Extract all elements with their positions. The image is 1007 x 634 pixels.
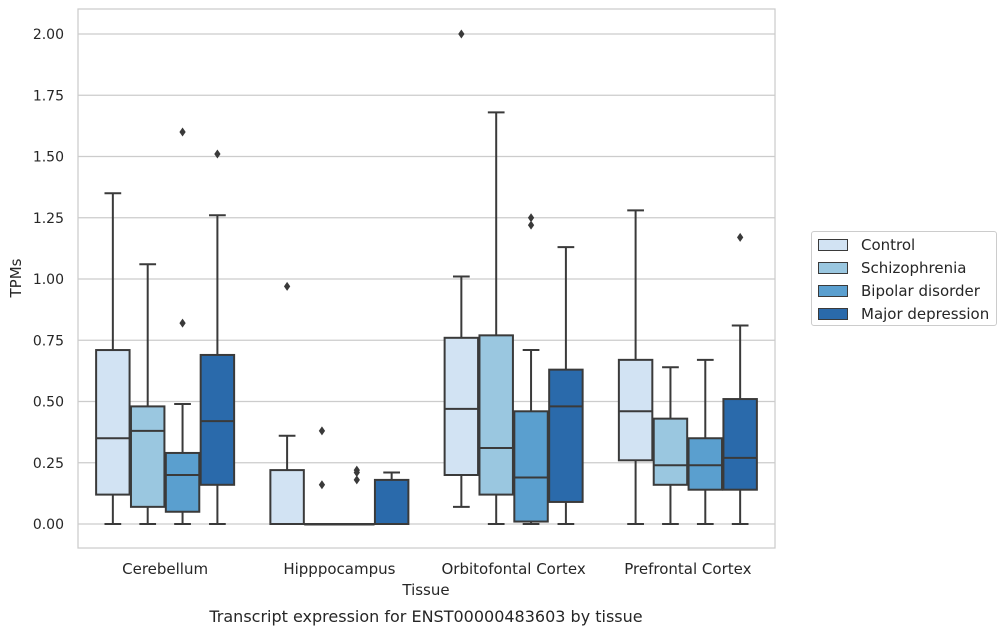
box-0-1 — [129, 263, 166, 525]
y-tick-label: 0.25 — [33, 456, 64, 472]
box-0-0 — [95, 192, 131, 525]
outlier-point — [214, 149, 221, 159]
y-tick-label: 0.50 — [33, 395, 64, 411]
legend-item-bipolar-disorder: Bipolar disorder — [818, 280, 980, 302]
legend: Control Schizophrenia Bipolar disorder M… — [811, 231, 997, 326]
outlier-point — [527, 213, 535, 223]
box-1-2 — [339, 465, 375, 526]
box-rect — [373, 478, 410, 525]
outlier-point — [318, 480, 326, 490]
box-3-3 — [722, 232, 758, 525]
x-tick-label: Orbitofontal Cortex — [442, 560, 586, 578]
outlier-point — [353, 465, 360, 475]
y-axis-ticks: 0.00 0.25 0.50 0.75 1.00 1.25 1.50 1.75 2.00 — [33, 27, 64, 533]
y-tick-label: 2.00 — [33, 27, 64, 43]
box-rect — [443, 336, 480, 476]
box-2-3 — [548, 246, 584, 525]
y-tick-label: 0.75 — [33, 333, 64, 349]
outlier-point — [179, 127, 186, 137]
box-3-0 — [617, 209, 654, 525]
box-1-3 — [373, 471, 410, 525]
outlier-point — [318, 426, 326, 436]
boxes-layer — [95, 29, 758, 526]
box-rect — [164, 451, 201, 513]
legend-swatch-control — [818, 239, 848, 251]
chart-title: Transcript expression for ENST0000048360… — [208, 607, 642, 626]
outlier-point — [458, 29, 465, 39]
plot-area-frame — [77, 8, 776, 549]
legend-label-control: Control — [861, 236, 916, 254]
box-rect — [722, 398, 758, 491]
box-rect — [652, 417, 689, 486]
y-tick-label: 0.00 — [33, 517, 64, 533]
y-axis-label: TPMs — [7, 258, 25, 298]
box-rect — [617, 358, 654, 462]
box-rect — [199, 353, 236, 486]
outlier-point — [737, 232, 744, 242]
box-rect — [95, 349, 131, 496]
x-tick-label: Hipppocampus — [283, 560, 395, 578]
box-2-2 — [513, 213, 549, 525]
box-1-0 — [269, 281, 305, 526]
outlier-point — [179, 318, 186, 328]
box-3-1 — [652, 366, 689, 525]
legend-label-major-depression: Major depression — [861, 305, 990, 323]
legend-item-major-depression: Major depression — [818, 303, 989, 325]
box-rect — [129, 405, 166, 508]
legend-label-bipolar-disorder: Bipolar disorder — [861, 282, 980, 300]
x-tick-label: Prefrontal Cortex — [624, 560, 751, 578]
box-0-2 — [164, 127, 201, 525]
box-1-1 — [304, 426, 340, 526]
outlier-point — [353, 475, 360, 485]
box-0-3 — [199, 149, 236, 525]
y-tick-label: 1.50 — [33, 150, 64, 166]
box-rect — [478, 334, 514, 496]
legend-swatch-bipolar-disorder — [818, 285, 848, 297]
y-tick-label: 1.00 — [33, 272, 64, 288]
outlier-point — [283, 281, 291, 291]
outlier-point — [527, 220, 535, 230]
box-rect — [548, 368, 584, 503]
y-tick-label: 1.25 — [33, 211, 64, 227]
box-rect — [687, 437, 724, 491]
box-2-1 — [478, 111, 514, 525]
legend-item-schizophrenia: Schizophrenia — [818, 257, 966, 279]
legend-label-schizophrenia: Schizophrenia — [861, 259, 967, 277]
x-axis-ticks: Cerebellum Hipppocampus Orbitofontal Corte… — [122, 560, 751, 578]
y-tick-label: 1.75 — [33, 88, 64, 104]
box-rect — [269, 469, 305, 526]
box-2-0 — [443, 29, 480, 508]
legend-item-control: Control — [818, 234, 915, 256]
box-3-2 — [687, 358, 724, 525]
legend-swatch-schizophrenia — [818, 262, 848, 274]
x-axis-label: Tissue — [401, 581, 449, 599]
box-rect — [513, 410, 549, 523]
legend-swatch-major-depression — [818, 308, 848, 320]
x-tick-label: Cerebellum — [122, 560, 208, 578]
